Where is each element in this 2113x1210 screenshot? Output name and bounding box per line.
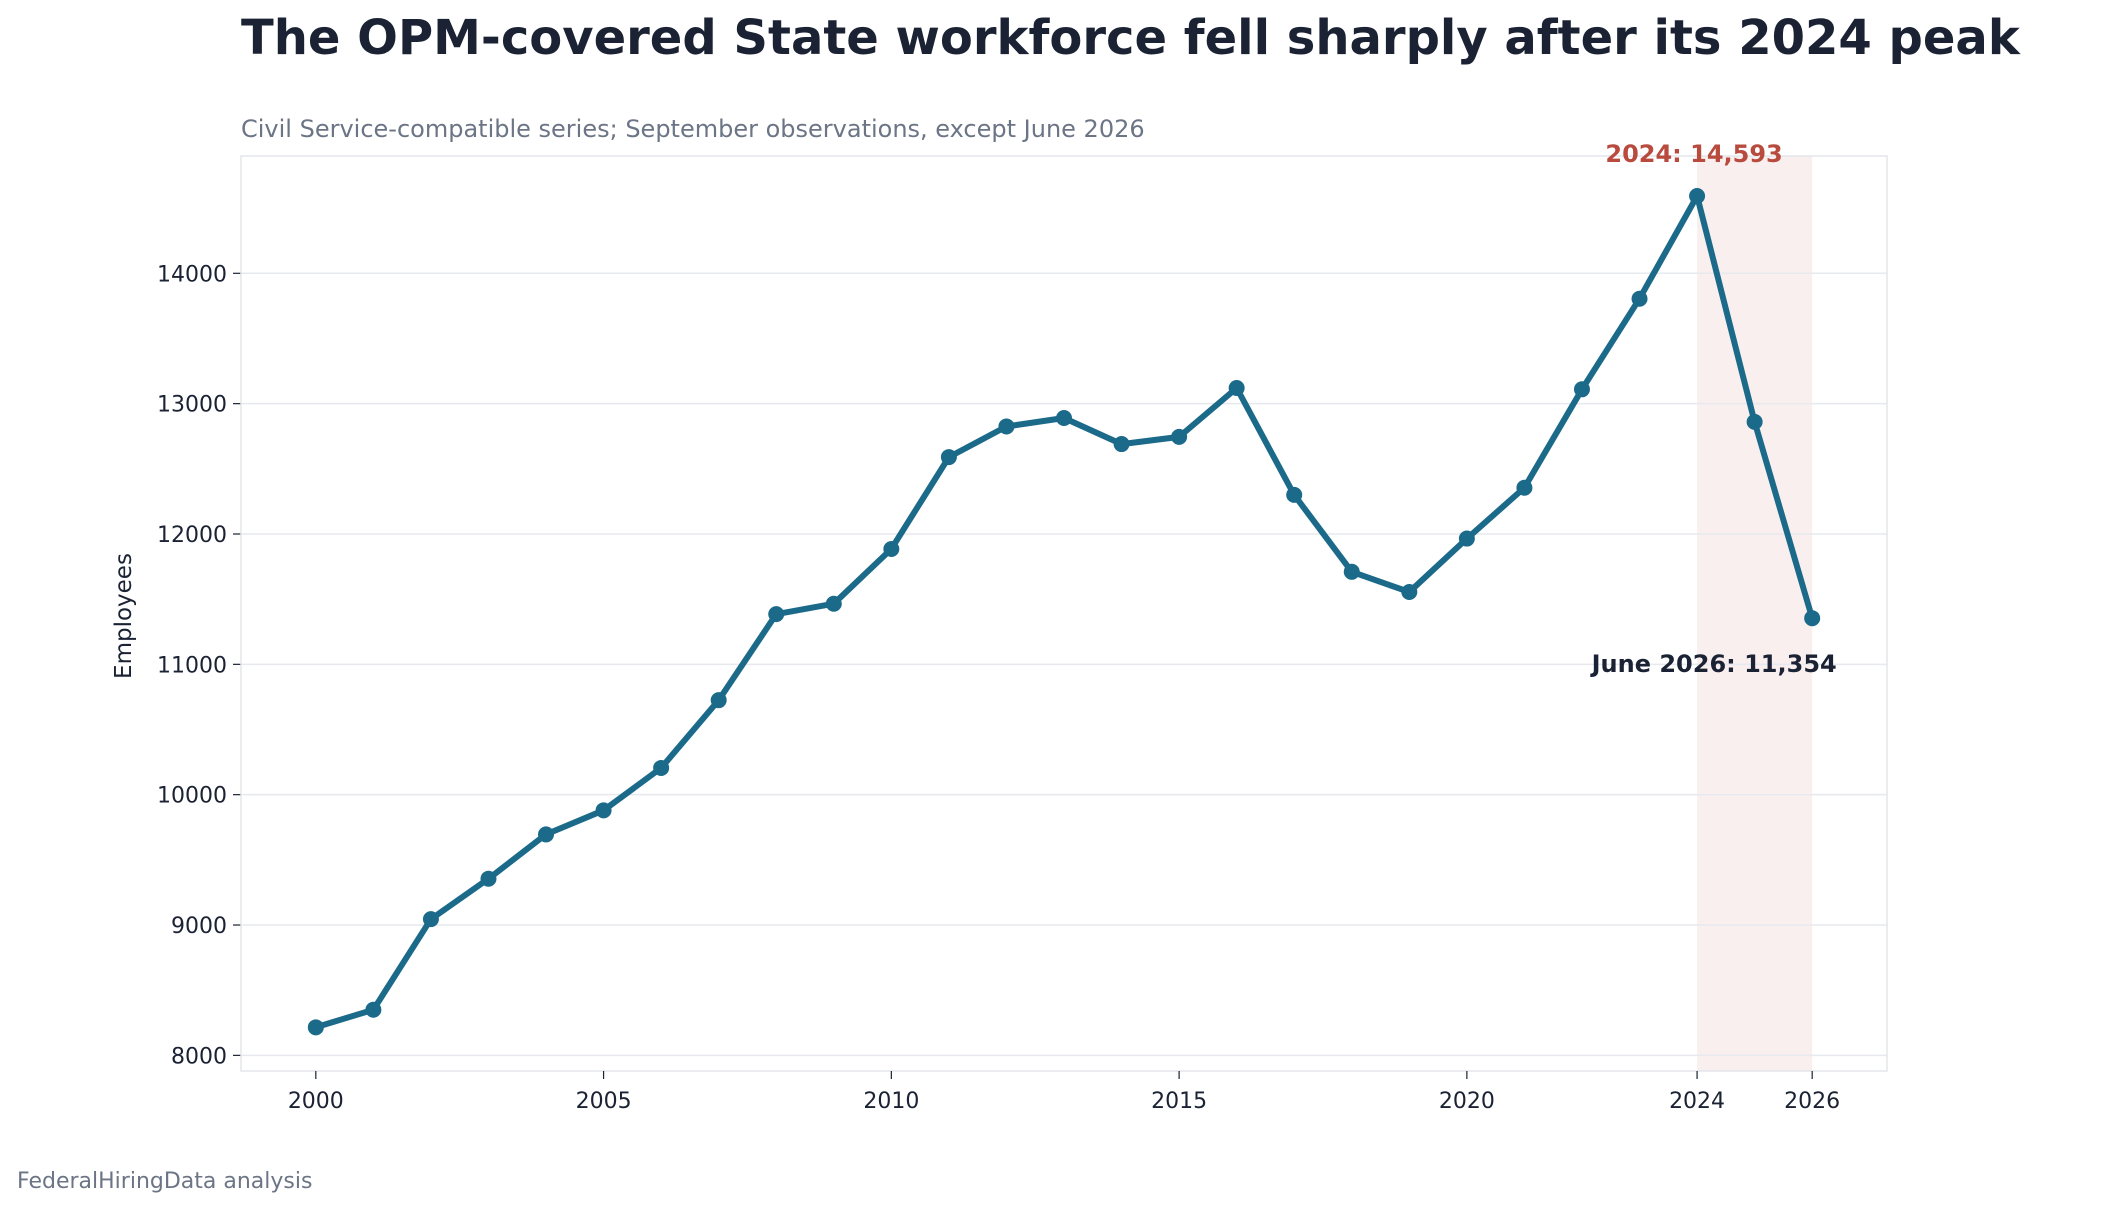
data-point <box>307 1019 324 1036</box>
chart-subtitle: Civil Service-compatible series; Septemb… <box>241 115 1145 143</box>
y-tick-label: 13000 <box>157 393 227 418</box>
data-point <box>998 418 1015 435</box>
y-tick-label: 11000 <box>157 653 227 678</box>
data-point <box>1228 380 1245 397</box>
x-tick-label: 2020 <box>1439 1089 1495 1114</box>
data-point <box>1689 188 1706 205</box>
x-tick-label: 2005 <box>576 1089 632 1114</box>
y-tick-label: 10000 <box>157 784 227 809</box>
data-point <box>1631 290 1648 307</box>
y-tick-label: 14000 <box>157 262 227 287</box>
data-point <box>768 606 785 623</box>
data-point <box>1516 479 1533 496</box>
data-point <box>940 449 957 466</box>
data-point <box>1401 583 1418 600</box>
data-point <box>653 759 670 776</box>
x-tick-label: 2015 <box>1151 1089 1207 1114</box>
data-point <box>883 540 900 557</box>
chart-title: The OPM-covered State workforce fell sha… <box>241 10 2021 66</box>
data-point <box>1746 413 1763 430</box>
data-point <box>1458 530 1475 547</box>
data-point <box>1804 610 1821 627</box>
y-tick-label: 9000 <box>171 914 227 939</box>
x-tick-label: 2024 <box>1669 1089 1725 1114</box>
source-note: FederalHiringData analysis <box>17 1169 312 1194</box>
x-tick-label: 2010 <box>863 1089 919 1114</box>
data-point <box>1286 486 1303 503</box>
data-point <box>480 870 497 887</box>
plot-frame <box>240 155 1888 1072</box>
series-line <box>312 193 1816 1031</box>
y-axis-label: Employees <box>111 553 137 679</box>
plot-area: 8000 9000 10000 11000 12000 13000 14000 2000 200… <box>157 140 1888 1114</box>
data-point <box>1343 563 1360 580</box>
data-point <box>1056 409 1072 426</box>
data-point <box>595 802 612 819</box>
peak-annotation: 2024: 14,593 <box>1605 140 1782 168</box>
data-point <box>825 595 842 612</box>
data-point <box>1171 428 1188 445</box>
y-tick-label: 8000 <box>171 1044 227 1069</box>
data-point <box>538 826 555 843</box>
highlight-band <box>1697 156 1813 1071</box>
data-point <box>422 911 439 928</box>
x-tick-label: 2000 <box>288 1089 344 1114</box>
latest-annotation: June 2026: 11,354 <box>1590 650 1837 678</box>
x-tick-label: 2026 <box>1784 1089 1840 1114</box>
data-point <box>1573 381 1590 398</box>
y-tick-label: 12000 <box>157 523 227 548</box>
data-point <box>365 1001 382 1018</box>
data-point <box>710 692 727 709</box>
data-point <box>1113 436 1130 453</box>
